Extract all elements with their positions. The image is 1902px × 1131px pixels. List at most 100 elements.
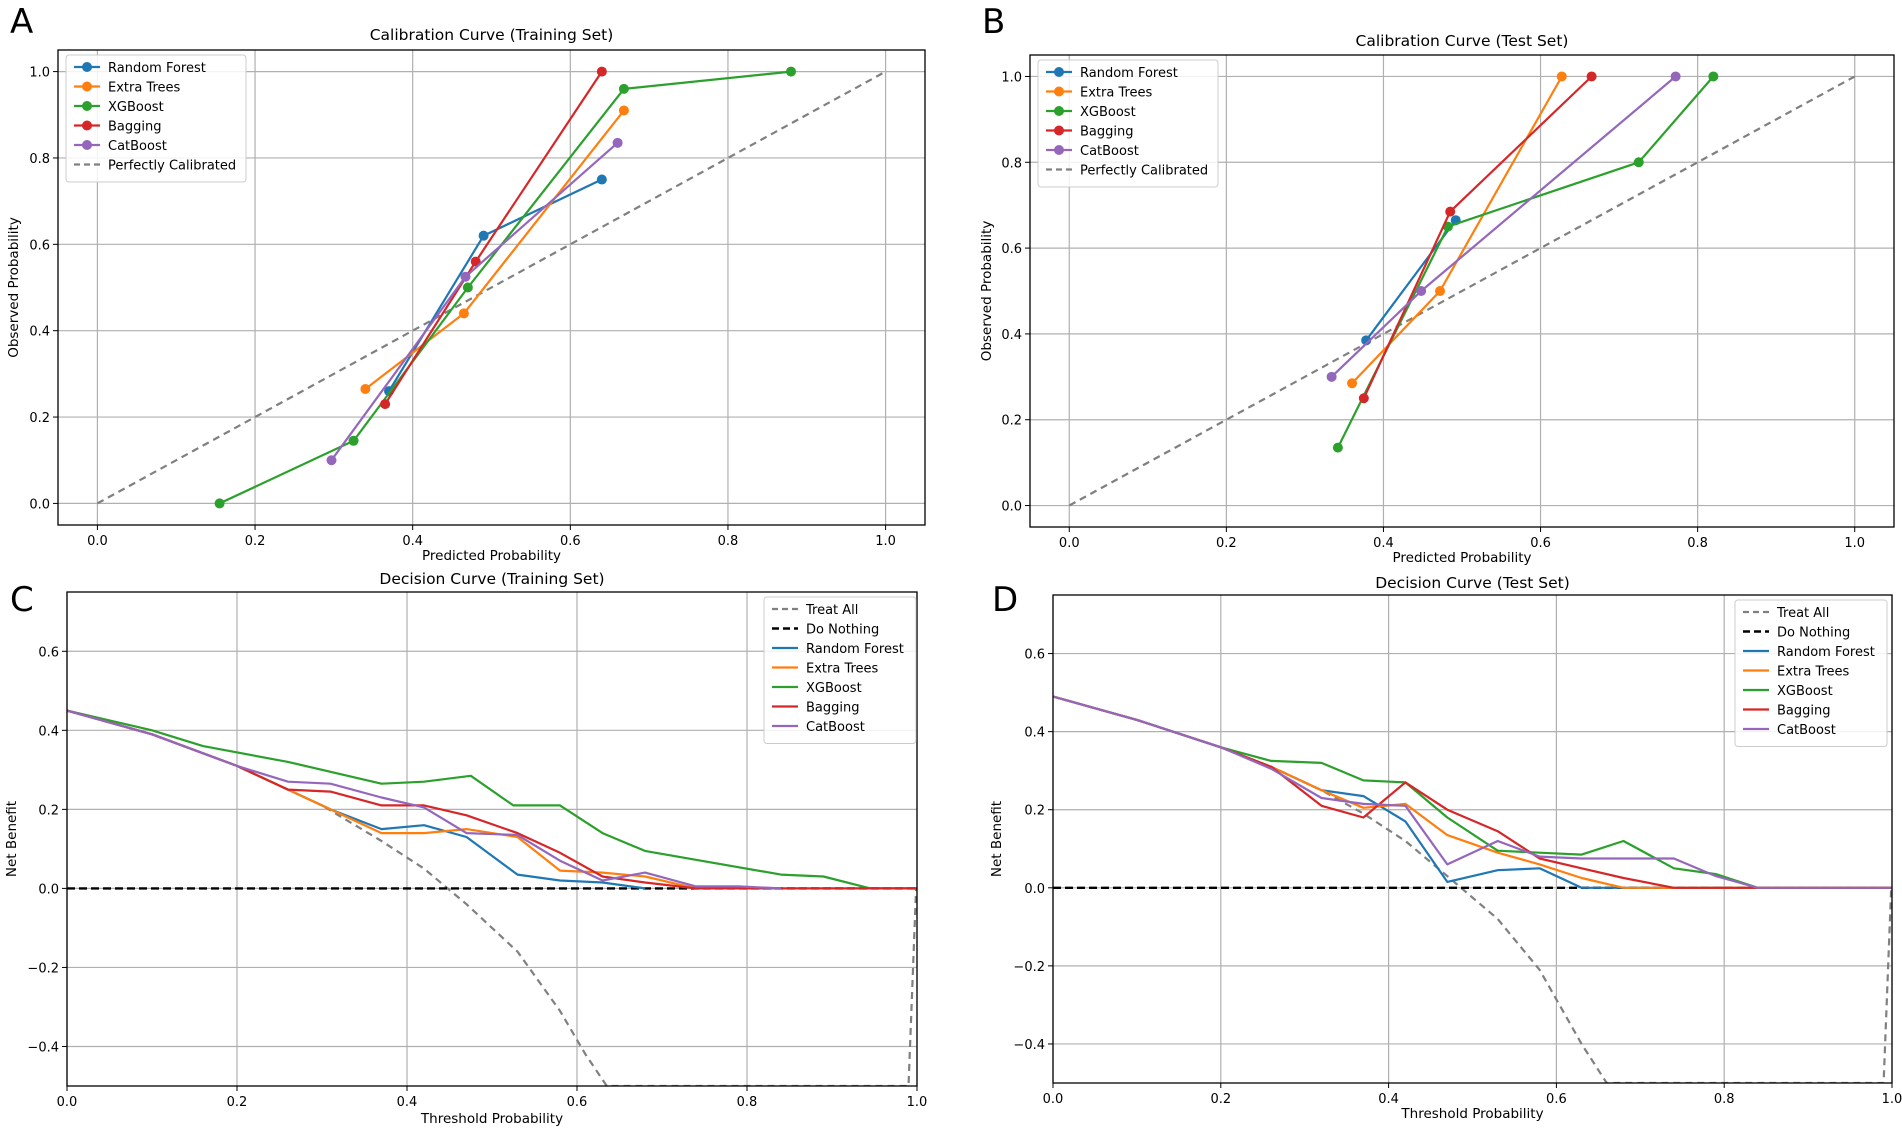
series-group: [67, 709, 917, 1086]
x-tick-label: 0.4: [1373, 536, 1394, 551]
legend-label-perfectly-calibrated: Perfectly Calibrated: [1080, 164, 1208, 179]
x-tick-label: 0.8: [737, 1095, 758, 1110]
series-line-bagging: [1362, 75, 1593, 399]
legend-label-bagging: Bagging: [1080, 125, 1134, 140]
y-tick-label: 0.0: [1001, 500, 1022, 515]
chart-title: Decision Curve (Test Set): [1375, 574, 1570, 592]
series-line-xgboost: [1053, 695, 1892, 889]
legend-marker-xgboost: [1054, 106, 1064, 116]
series-group: [96, 66, 887, 509]
x-axis-label: Threshold Probability: [420, 1111, 563, 1127]
series-line-perfectly-calibrated: [1068, 75, 1856, 507]
axes-frame: [1029, 54, 1895, 528]
y-axis-label: Net Benefit: [989, 801, 1005, 877]
series-group: [1053, 695, 1892, 1083]
chart-title: Calibration Curve (Training Set): [370, 26, 614, 44]
data-point-extra-trees: [1347, 378, 1358, 389]
x-axis-label: Predicted Probability: [422, 548, 561, 564]
legend-marker-extra-trees: [1054, 86, 1064, 97]
legend-label-random-forest: Random Forest: [1777, 645, 1875, 660]
data-point-bagging: [1358, 393, 1369, 404]
series-line-treat-all: [67, 709, 917, 1086]
data-point-extra-trees: [1556, 71, 1567, 82]
legend-marker-bagging: [82, 120, 92, 131]
y-tick-label: 0.6: [29, 238, 50, 253]
series-line-xgboost: [219, 70, 792, 505]
x-tick-label: 0.2: [1210, 1092, 1231, 1107]
legend-marker-catboost: [1054, 145, 1064, 155]
x-tick-label: 0.4: [402, 534, 423, 549]
legend-label-extra-trees: Extra Trees: [108, 81, 181, 96]
legend-label-do-nothing: Do Nothing: [806, 623, 879, 638]
legend-label-catboost: CatBoost: [108, 139, 167, 154]
data-point-extra-trees: [618, 105, 629, 116]
y-tick-label: −0.4: [1013, 1038, 1045, 1053]
legend-label-catboost: CatBoost: [1080, 144, 1139, 159]
y-axis-label: Observed Probability: [6, 217, 22, 358]
decision-chart-training: 0.0 0.2 0.4 0.6 0.8 1.0 −0.4 −0.2 0.0 0.2 0.4 0.6 De…: [4, 570, 928, 1127]
y-tick-label: 0.4: [29, 325, 50, 340]
x-tick-label: 0.6: [560, 534, 581, 549]
legend-label-bagging: Bagging: [1777, 704, 1831, 719]
y-tick-label: 0.4: [1001, 328, 1022, 343]
legend-label-perfectly-calibrated: Perfectly Calibrated: [108, 159, 236, 174]
data-point-random-forest: [596, 174, 607, 185]
x-tick-label: 0.4: [397, 1095, 418, 1110]
legend-label-do-nothing: Do Nothing: [1777, 626, 1850, 641]
y-tick-label: 0.4: [38, 724, 59, 739]
axes-frame: [1052, 594, 1893, 1084]
y-tick-label: 0.6: [1001, 242, 1022, 257]
legend: Treat All Do Nothing Random Forest Extra Tr…: [1734, 599, 1888, 747]
legend-label-extra-trees: Extra Trees: [1080, 86, 1153, 101]
calibration-chart-training: 0.0 0.2 0.4 0.6 0.8 1.0 0.0 0.2 0.4 0.6 0.8 1.0 Cali…: [6, 26, 926, 564]
y-tick-label: 0.6: [1024, 648, 1045, 663]
legend-marker-extra-trees: [82, 81, 92, 92]
legend-marker-random-forest: [1054, 67, 1064, 77]
y-tick-label: 1.0: [1001, 70, 1022, 85]
legend-label-random-forest: Random Forest: [806, 642, 904, 657]
series-line-treat-all: [1053, 695, 1892, 1083]
panel-label-a: A: [10, 2, 34, 42]
y-tick-label: 0.6: [38, 645, 59, 660]
x-tick-label: 1.0: [875, 534, 896, 549]
legend-box: [1734, 599, 1888, 747]
x-tick-label: 1.0: [1882, 1092, 1902, 1107]
data-point-bagging: [596, 66, 607, 77]
data-point-catboost: [460, 271, 471, 282]
x-tick-label: 0.6: [567, 1095, 588, 1110]
chart-title: Decision Curve (Training Set): [379, 570, 604, 588]
data-point-extra-trees: [360, 383, 371, 394]
data-point-bagging: [1445, 206, 1456, 217]
series-line-bagging: [67, 709, 917, 890]
y-tick-label: 0.2: [29, 411, 50, 426]
y-tick-label: 0.0: [29, 497, 50, 512]
x-tick-label: 0.0: [87, 534, 108, 549]
decision-chart-test: 0.0 0.2 0.4 0.6 0.8 1.0 −0.4 −0.2 0.0 0.2 0.4 0.6 De…: [989, 574, 1902, 1122]
legend-label-treat-all: Treat All: [1776, 606, 1829, 621]
legend-label-extra-trees: Extra Trees: [1777, 665, 1850, 680]
chart-title: Calibration Curve (Test Set): [1356, 32, 1569, 50]
data-point-catboost: [1416, 286, 1427, 296]
axes-frame: [57, 49, 926, 526]
data-point-extra-trees: [1435, 286, 1446, 296]
y-tick-label: 0.2: [1024, 804, 1045, 819]
legend-box: [1037, 59, 1219, 188]
x-tick-label: 0.0: [57, 1095, 78, 1110]
series-line-catboost: [1053, 695, 1892, 889]
data-point-xgboost: [462, 282, 473, 293]
y-axis-label: Observed Probability: [979, 221, 995, 362]
x-tick-label: 0.4: [1378, 1092, 1399, 1107]
data-point-catboost: [1326, 371, 1337, 382]
data-point-catboost: [612, 137, 623, 148]
x-tick-label: 1.0: [907, 1095, 928, 1110]
series-line-catboost: [67, 709, 782, 890]
y-tick-label: 1.0: [29, 66, 50, 81]
panel-label-c: C: [10, 580, 34, 620]
legend-label-random-forest: Random Forest: [1080, 66, 1178, 81]
data-point-extra-trees: [458, 308, 469, 319]
data-point-random-forest: [1361, 335, 1372, 346]
y-tick-label: 0.2: [1001, 414, 1022, 429]
x-axis-label: Predicted Probability: [1392, 550, 1531, 565]
legend-label-xgboost: XGBoost: [108, 100, 164, 115]
data-point-catboost: [1670, 71, 1681, 82]
